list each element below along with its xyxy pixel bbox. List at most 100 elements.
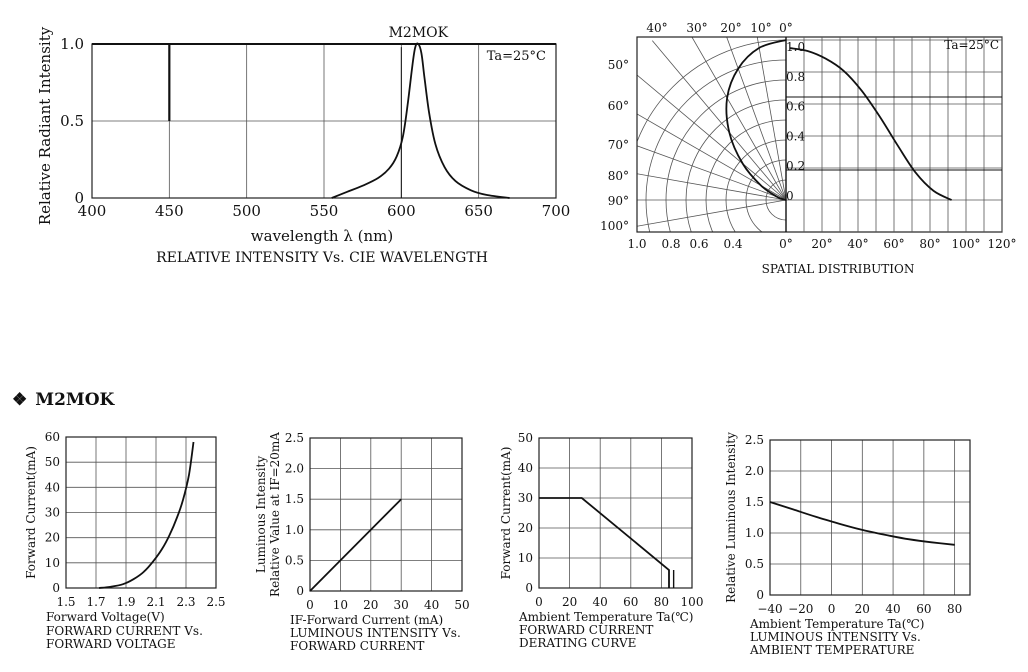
x-tick-label: 2.1 <box>146 595 165 609</box>
top-angle-label: 30° <box>686 21 707 35</box>
inner-axis-label: 0.8 <box>786 70 805 84</box>
x-tick-label: 700 <box>542 202 571 220</box>
section-title: M2MOK <box>35 390 115 410</box>
x-tick-label: 0 <box>535 595 543 609</box>
y-tick-label: 0.5 <box>745 557 764 571</box>
left-angle-label: 50° <box>608 58 629 72</box>
x-tick-label: 20 <box>363 598 378 612</box>
polar-spoke <box>756 37 786 201</box>
left-angle-label: 60° <box>608 99 629 113</box>
x-tick-label: −40 <box>757 602 782 616</box>
spatial-distribution-chart: 40° 30° 20° 10° 0° 50° 60° 70° 80° 90° 100° 1.0 0.8 0… <box>600 21 1017 276</box>
top-angle-label: 40° <box>646 21 667 35</box>
x-tick-label: 40 <box>885 602 900 616</box>
y-tick-label: 1.0 <box>285 523 304 537</box>
right-x-tick-label: 80° <box>919 237 940 251</box>
chart-title-line: FORWARD CURRENT <box>290 639 424 653</box>
chart-title-line: FORWARD CURRENT Vs. <box>46 624 203 638</box>
chart-title-line: FORWARD VOLTAGE <box>46 637 175 651</box>
chart-title-line: LUMINOUS INTENSITY Vs. <box>750 630 921 644</box>
intensity-tick-label: 1.0 <box>627 237 646 251</box>
x-tick-label: 100 <box>681 595 704 609</box>
y-tick-label: 10 <box>518 551 533 565</box>
left-angle-label: 90° <box>608 194 629 208</box>
chart-title: SPATIAL DISTRIBUTION <box>762 262 915 276</box>
iv-curve-chart: 1.5 1.7 1.9 2.1 2.3 2.5 0 10 20 30 40 50 60 Forward V… <box>24 430 226 651</box>
x-tick-label: 80 <box>654 595 669 609</box>
x-tick-label: 10 <box>333 598 348 612</box>
derating-curve-chart: 0 20 40 60 80 100 0 10 20 30 40 50 Ambient Temperatu… <box>499 431 703 650</box>
y-tick-label: 2.5 <box>285 431 304 445</box>
peak-label: M2MOK <box>389 25 449 41</box>
x-tick-label: 0 <box>828 602 836 616</box>
x-tick-label: 60 <box>916 602 931 616</box>
x-axis-label: wavelength λ (nm) <box>251 227 393 245</box>
x-tick-label: 40 <box>593 595 608 609</box>
y-tick-label: 0 <box>296 584 304 598</box>
section-heading: ❖ M2MOK <box>12 390 114 410</box>
y-axis-label: Forward Current(mA) <box>499 447 513 580</box>
plot-frame <box>769 439 971 596</box>
y-tick-label: 40 <box>45 480 60 494</box>
x-tick-label: −20 <box>788 602 813 616</box>
top-angle-label: 20° <box>720 21 741 35</box>
inner-axis-label: 0 <box>786 189 794 203</box>
x-tick-label: 500 <box>232 202 261 220</box>
x-tick-label: 40 <box>424 598 439 612</box>
x-tick-label: 450 <box>155 202 184 220</box>
y-tick-label: 0 <box>756 588 764 602</box>
plot-frame <box>65 436 217 589</box>
data-curve <box>539 497 670 588</box>
y-tick-label: 2.0 <box>285 462 304 476</box>
y-tick-label: 20 <box>518 521 533 535</box>
inner-axis-label: 1.0 <box>786 40 805 54</box>
x-axis-label: Forward Voltage(V) <box>46 610 165 624</box>
y-tick-label: 2.5 <box>745 433 764 447</box>
condition-label: Ta=25°C <box>944 38 999 52</box>
data-curve <box>309 498 402 592</box>
x-tick-label: 50 <box>454 598 469 612</box>
x-tick-label: 400 <box>78 202 107 220</box>
x-tick-label: 80 <box>947 602 962 616</box>
x-tick-label: 1.7 <box>86 595 105 609</box>
right-x-tick-label: 100° <box>952 237 981 251</box>
x-tick-label: 2.3 <box>176 595 195 609</box>
inner-axis-label: 0.2 <box>786 159 805 173</box>
x-tick-label: 2.5 <box>206 595 225 609</box>
x-tick-label: 20 <box>562 595 577 609</box>
x-tick-label: 30 <box>394 598 409 612</box>
polar-spoke <box>651 40 786 201</box>
y-axis-label: Relative Radiant Intensity <box>36 26 54 225</box>
y-tick-label: 2.0 <box>745 464 764 478</box>
x-tick-label: 60 <box>623 595 638 609</box>
y-tick-label: 1.5 <box>285 492 304 506</box>
polar-spoke <box>637 173 786 201</box>
y-tick-label: 1.5 <box>745 495 764 509</box>
data-curve <box>769 501 955 546</box>
spectrum-curve <box>331 42 510 199</box>
chart-title-line: DERATING CURVE <box>519 636 636 650</box>
y-axis-label: Forward Current(mA) <box>24 446 38 579</box>
x-tick-label: 650 <box>464 202 493 220</box>
intensity-tick-label: 0.4 <box>723 237 742 251</box>
polar-spoke <box>691 37 786 201</box>
y-tick-label: 0.5 <box>285 553 304 567</box>
inner-axis-label: 0.6 <box>786 100 805 114</box>
y-tick-label: 1.0 <box>60 35 84 53</box>
y-tick-label: 30 <box>45 506 60 520</box>
chart-title-line: AMBIENT TEMPERATURE <box>749 643 914 657</box>
y-tick-label: 30 <box>518 491 533 505</box>
y-tick-label: 50 <box>45 455 60 469</box>
plot-frame <box>309 437 463 592</box>
polar-spoke <box>637 113 786 201</box>
right-x-tick-label: 120° <box>988 237 1017 251</box>
chart-title-line: IF-Forward Current (mA) <box>290 613 443 627</box>
right-x-tick-label: 20° <box>811 237 832 251</box>
polar-curve <box>725 39 787 201</box>
x-tick-label: 1.9 <box>116 595 135 609</box>
chart-title-line: LUMINOUS INTENSITY Vs. <box>290 626 461 640</box>
x-tick-label: 600 <box>387 202 416 220</box>
intensity-tick-label: 0.6 <box>689 237 708 251</box>
y-tick-label: 0 <box>74 189 84 207</box>
